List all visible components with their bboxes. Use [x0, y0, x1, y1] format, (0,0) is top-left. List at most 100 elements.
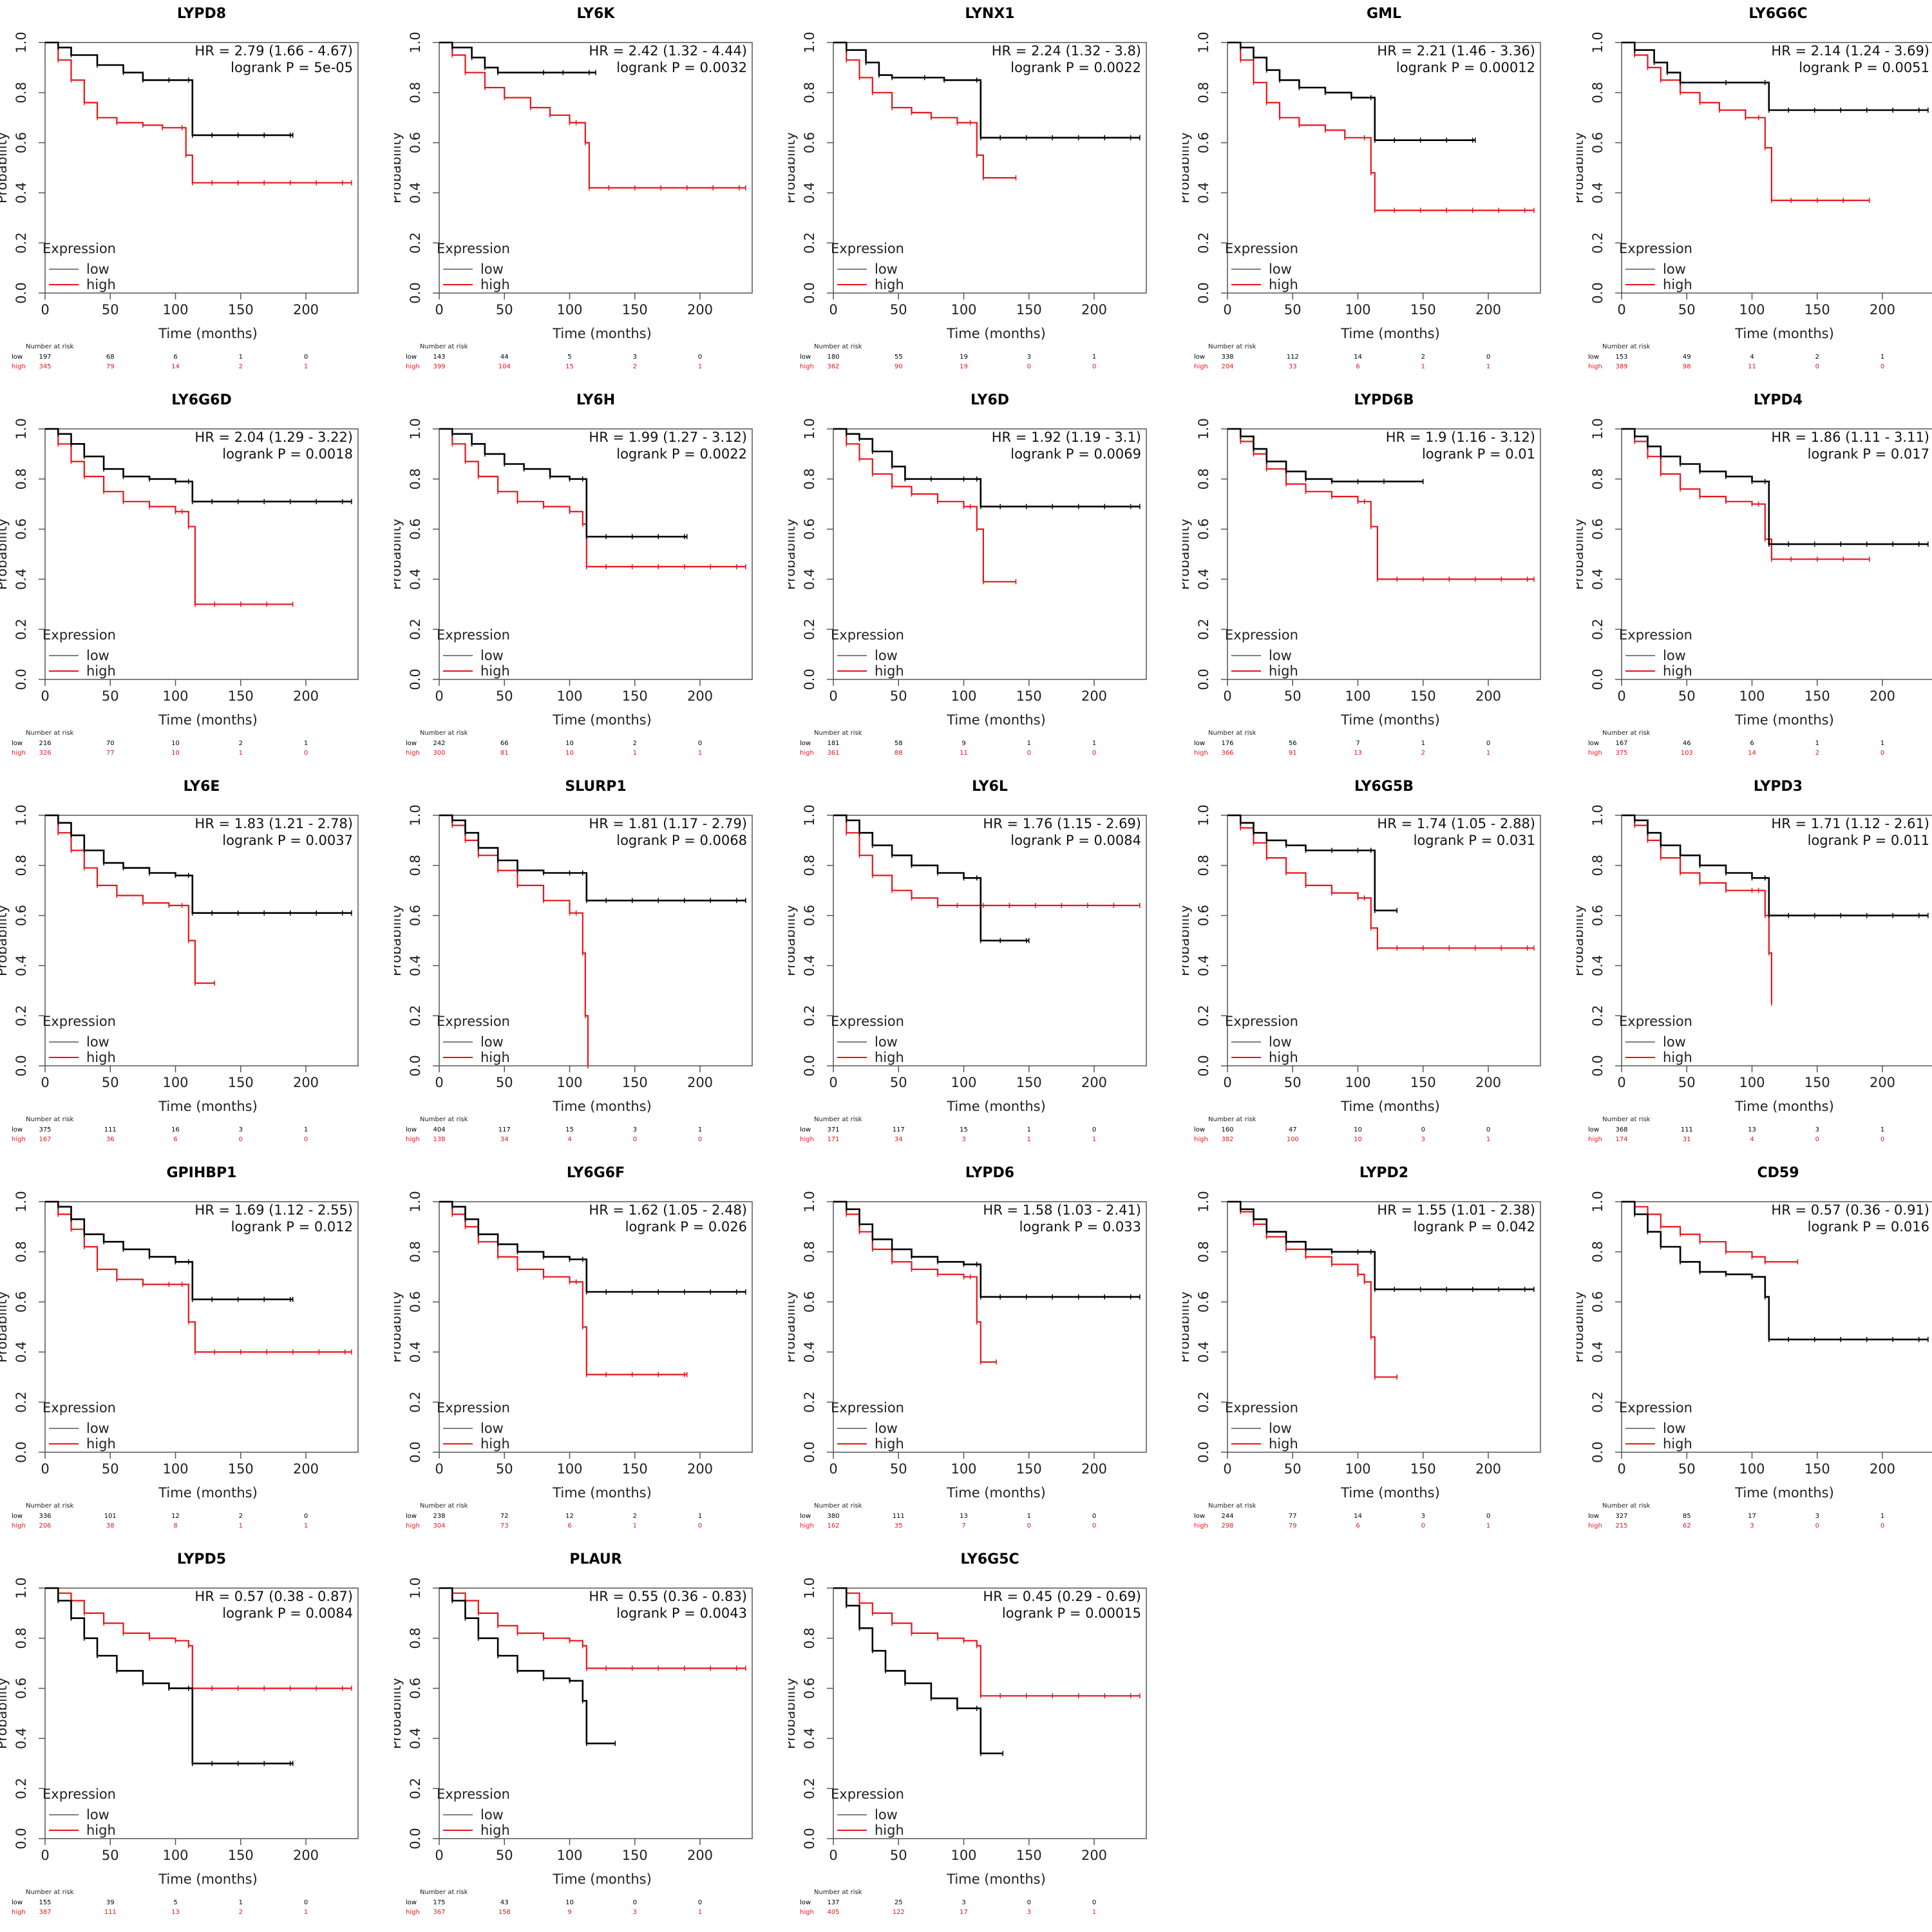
- risk-table-title: Number at risk: [1602, 1116, 1651, 1123]
- x-axis-label: Time (months): [946, 1099, 1046, 1114]
- risk-count-low: 336: [39, 1513, 51, 1520]
- x-tick-label: 200: [687, 1461, 713, 1477]
- chart-title: LYPD3: [1754, 779, 1803, 795]
- legend-title: Expression: [43, 627, 116, 643]
- risk-count-high: 0: [1027, 363, 1031, 370]
- hazard-ratio-text: HR = 1.58 (1.03 - 2.41): [983, 1202, 1141, 1218]
- legend-title: Expression: [43, 1786, 116, 1802]
- plot-frame: [44, 42, 359, 294]
- y-tick-label: 0.8: [1590, 82, 1605, 103]
- x-tick-label: 50: [890, 1461, 907, 1477]
- x-tick-label: 200: [1870, 302, 1895, 317]
- risk-count-low: 0: [1421, 1126, 1425, 1133]
- y-tick-label: 0.2: [1590, 232, 1605, 253]
- hazard-ratio-text: HR = 1.62 (1.05 - 2.48): [589, 1202, 747, 1218]
- risk-count-high: 0: [1027, 750, 1031, 757]
- risk-count-low: 47: [1289, 1126, 1297, 1133]
- y-tick-label: 0.6: [408, 518, 423, 540]
- risk-count-low: 176: [1221, 740, 1233, 747]
- x-tick-label: 150: [1804, 1075, 1830, 1090]
- risk-count-high: 98: [1683, 363, 1691, 370]
- risk-count-high: 0: [1880, 1522, 1884, 1530]
- legend-label-low: low: [480, 1421, 504, 1436]
- y-axis-label: Probability: [394, 905, 404, 976]
- x-tick-label: 150: [1804, 688, 1830, 704]
- x-tick-label: 0: [1617, 1461, 1625, 1477]
- x-tick-label: 0: [435, 688, 443, 704]
- logrank-p-text: logrank P = 0.00012: [1396, 60, 1535, 75]
- x-tick-label: 50: [102, 1075, 119, 1090]
- y-tick-label: 0.0: [1196, 1441, 1211, 1463]
- y-tick-label: 0.8: [1196, 1241, 1211, 1262]
- legend-label-high: high: [86, 1436, 116, 1452]
- logrank-p-text: logrank P = 0.0022: [1010, 60, 1141, 75]
- risk-count-low: 112: [1287, 354, 1299, 361]
- y-axis-label: Probability: [0, 518, 10, 590]
- y-tick-label: 1.0: [408, 32, 423, 53]
- risk-count-high: 1: [304, 1909, 308, 1916]
- risk-count-low: 2: [1421, 354, 1425, 361]
- risk-count-low: 58: [895, 740, 903, 747]
- risk-row-label-high: high: [1588, 1522, 1602, 1530]
- risk-count-low: 327: [1615, 1513, 1627, 1520]
- risk-count-low: 1: [1815, 740, 1819, 747]
- legend-title: Expression: [437, 241, 510, 256]
- y-tick-label: 0.8: [802, 855, 817, 876]
- x-axis-label: Time (months): [946, 1485, 1046, 1501]
- risk-table-title: Number at risk: [26, 343, 74, 350]
- risk-count-low: 0: [633, 1899, 637, 1906]
- risk-count-low: 2: [633, 740, 637, 747]
- risk-count-low: 1: [1027, 1513, 1031, 1520]
- risk-count-high: 34: [895, 1136, 903, 1143]
- chart-title: LY6K: [577, 6, 616, 22]
- risk-count-low: 14: [1354, 1513, 1362, 1520]
- x-tick-label: 0: [1617, 1075, 1625, 1090]
- x-tick-label: 100: [1345, 1075, 1370, 1090]
- y-tick-label: 0.2: [802, 618, 817, 639]
- y-tick-label: 1.0: [14, 32, 29, 53]
- hazard-ratio-text: HR = 1.55 (1.01 - 2.38): [1377, 1202, 1535, 1218]
- km-curve-low: [833, 814, 1029, 942]
- y-tick-label: 1.0: [14, 418, 29, 439]
- x-tick-label: 50: [1678, 1075, 1696, 1090]
- y-tick-label: 0.0: [408, 1441, 423, 1463]
- risk-count-low: 77: [1289, 1513, 1297, 1520]
- x-tick-label: 0: [435, 1461, 443, 1477]
- risk-row-label-high: high: [1194, 1522, 1208, 1530]
- hazard-ratio-text: HR = 2.14 (1.24 - 3.69): [1771, 43, 1929, 59]
- risk-count-low: 10: [171, 740, 180, 747]
- risk-count-low: 1: [1880, 1513, 1884, 1520]
- km-curve-high: [833, 41, 1016, 179]
- risk-count-high: 11: [960, 750, 968, 757]
- logrank-p-text: logrank P = 0.033: [1019, 1219, 1141, 1235]
- x-tick-label: 100: [1345, 1461, 1370, 1477]
- x-tick-label: 150: [228, 1461, 254, 1477]
- risk-count-high: 0: [698, 1136, 702, 1143]
- risk-count-low: 5: [173, 1899, 177, 1906]
- chart-title: LY6G6C: [1748, 6, 1807, 22]
- legend-label-low: low: [86, 1034, 109, 1050]
- y-tick-label: 0.6: [1590, 518, 1605, 540]
- y-tick-label: 1.0: [802, 418, 817, 439]
- x-tick-label: 100: [162, 302, 188, 317]
- y-tick-label: 0.4: [408, 182, 423, 204]
- y-tick-label: 0.4: [802, 955, 817, 976]
- y-axis-label: Probability: [1182, 132, 1192, 204]
- y-tick-label: 1.0: [1196, 32, 1211, 53]
- y-tick-label: 0.4: [14, 1341, 29, 1363]
- legend-title: Expression: [1619, 1014, 1692, 1029]
- y-tick-label: 0.0: [14, 1828, 29, 1849]
- risk-count-low: 1: [1027, 740, 1031, 747]
- y-tick-label: 0.4: [1196, 955, 1211, 976]
- risk-count-high: 7: [961, 1522, 965, 1530]
- risk-count-high: 1: [1027, 1136, 1031, 1143]
- x-tick-label: 0: [1223, 1075, 1231, 1090]
- risk-count-high: 0: [633, 1136, 637, 1143]
- y-tick-label: 0.4: [1196, 569, 1211, 590]
- y-tick-label: 0.0: [1590, 1055, 1605, 1076]
- y-axis-label: Probability: [0, 1678, 10, 1749]
- y-axis-label: Probability: [1577, 905, 1586, 976]
